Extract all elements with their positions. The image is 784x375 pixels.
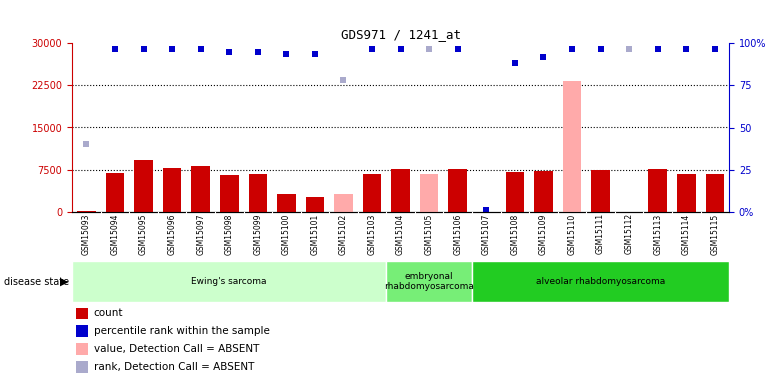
Bar — [163, 168, 181, 212]
Bar — [648, 169, 667, 212]
Text: GSM15114: GSM15114 — [682, 213, 691, 255]
Text: GSM15109: GSM15109 — [539, 213, 548, 255]
Bar — [563, 81, 581, 212]
Text: GSM15103: GSM15103 — [368, 213, 376, 255]
Point — [594, 46, 607, 52]
Bar — [706, 174, 724, 212]
Point — [109, 46, 122, 52]
Text: GSM15094: GSM15094 — [111, 213, 119, 255]
Bar — [506, 172, 524, 212]
Bar — [677, 174, 695, 212]
Text: embryonal
rhabdomyosarcoma: embryonal rhabdomyosarcoma — [384, 272, 474, 291]
Bar — [220, 175, 238, 212]
Text: GSM15110: GSM15110 — [568, 213, 576, 255]
Text: GSM15097: GSM15097 — [196, 213, 205, 255]
Text: Ewing's sarcoma: Ewing's sarcoma — [191, 277, 267, 286]
Text: disease state: disease state — [4, 277, 69, 286]
Bar — [306, 196, 325, 212]
Bar — [277, 194, 296, 212]
Text: GSM15106: GSM15106 — [453, 213, 463, 255]
Text: GSM15096: GSM15096 — [168, 213, 176, 255]
Point — [309, 51, 321, 57]
Bar — [76, 361, 88, 373]
Text: GSM15115: GSM15115 — [710, 213, 720, 255]
Text: GSM15098: GSM15098 — [225, 213, 234, 255]
Text: alveolar rhabdomyosarcoma: alveolar rhabdomyosarcoma — [536, 277, 665, 286]
Text: GSM15108: GSM15108 — [510, 213, 519, 255]
Text: GSM15099: GSM15099 — [253, 213, 263, 255]
Text: count: count — [94, 309, 123, 318]
Point — [366, 46, 379, 52]
Bar — [134, 160, 153, 212]
Point — [537, 54, 550, 60]
Bar — [448, 169, 467, 212]
Bar — [76, 325, 88, 337]
Point — [194, 46, 207, 52]
Bar — [387, 261, 472, 302]
Point — [137, 46, 150, 52]
Text: GSM15112: GSM15112 — [625, 213, 633, 255]
Point — [509, 60, 521, 66]
Bar — [77, 211, 96, 212]
Text: GSM15111: GSM15111 — [596, 213, 605, 255]
Point — [223, 49, 235, 55]
Point — [280, 51, 292, 57]
Point — [394, 46, 407, 52]
Point — [652, 46, 664, 52]
Bar — [420, 174, 438, 212]
Point — [423, 46, 435, 52]
Text: rank, Detection Call = ABSENT: rank, Detection Call = ABSENT — [94, 362, 254, 372]
Bar — [76, 343, 88, 355]
Text: GSM15095: GSM15095 — [139, 213, 148, 255]
Point — [680, 46, 692, 52]
Bar — [534, 171, 553, 212]
Title: GDS971 / 1241_at: GDS971 / 1241_at — [340, 28, 461, 40]
Point — [337, 77, 350, 83]
Point — [80, 141, 93, 147]
Bar — [334, 194, 353, 212]
Point — [709, 46, 721, 52]
Point — [452, 46, 464, 52]
Point — [566, 46, 579, 52]
Point — [166, 46, 179, 52]
Text: GSM15102: GSM15102 — [339, 213, 348, 255]
Point — [480, 207, 492, 213]
Text: GSM15093: GSM15093 — [82, 213, 91, 255]
Bar — [106, 172, 124, 212]
Bar — [249, 174, 267, 212]
Text: value, Detection Call = ABSENT: value, Detection Call = ABSENT — [94, 344, 260, 354]
Text: GSM15104: GSM15104 — [396, 213, 405, 255]
Text: percentile rank within the sample: percentile rank within the sample — [94, 326, 270, 336]
Text: GSM15101: GSM15101 — [310, 213, 319, 255]
Bar — [591, 170, 610, 212]
Text: GSM15100: GSM15100 — [282, 213, 291, 255]
Bar — [391, 169, 410, 212]
Bar — [363, 174, 381, 212]
Text: GSM15105: GSM15105 — [425, 213, 434, 255]
Text: ▶: ▶ — [60, 277, 68, 286]
Bar — [76, 308, 88, 320]
Bar — [191, 166, 210, 212]
Text: GSM15107: GSM15107 — [482, 213, 491, 255]
Point — [622, 46, 635, 52]
Bar — [472, 261, 729, 302]
Text: GSM15113: GSM15113 — [653, 213, 662, 255]
Point — [252, 49, 264, 55]
Bar — [72, 261, 387, 302]
